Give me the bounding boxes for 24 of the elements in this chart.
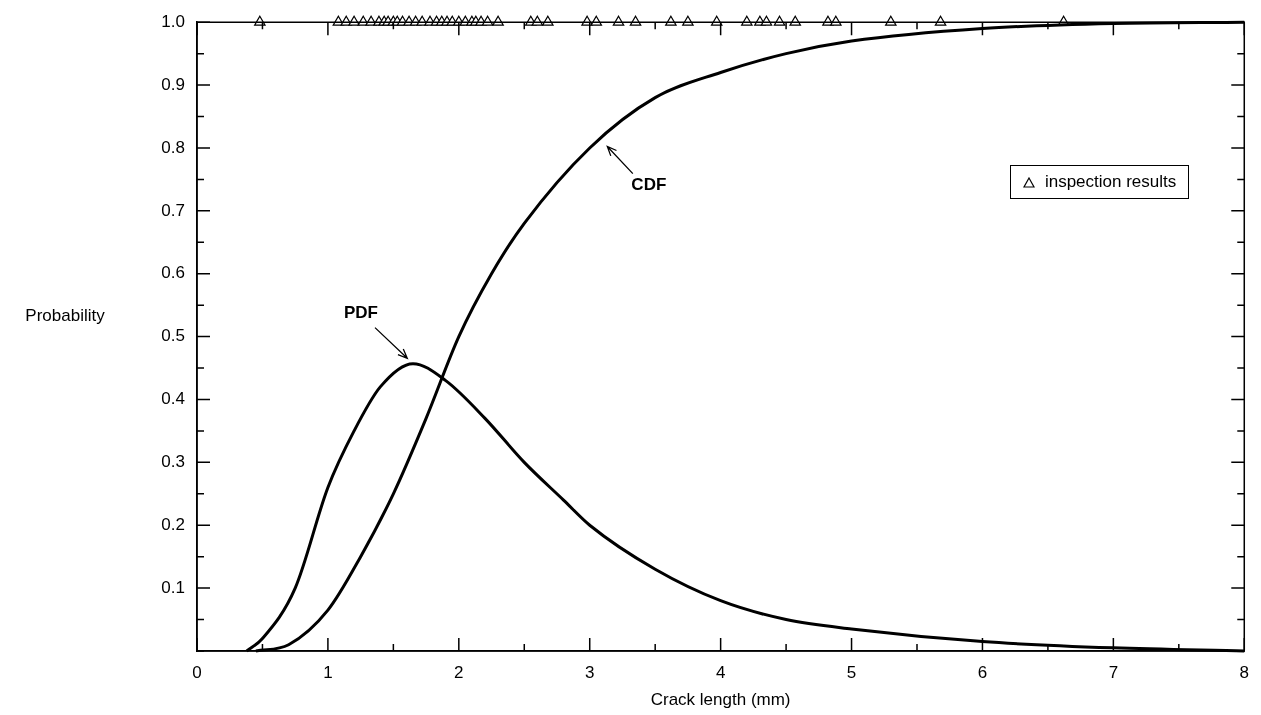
y-tick-label: 0.6	[161, 263, 185, 283]
x-tick-label: 2	[454, 662, 464, 682]
x-tick-label: 5	[846, 662, 857, 682]
y-tick-label: 0.9	[161, 74, 185, 94]
x-tick-label: 6	[977, 662, 988, 682]
y-tick-label: 0.5	[161, 326, 185, 346]
y-tick-label: 0.1	[161, 577, 185, 597]
y-tick-label: 0.3	[161, 452, 185, 472]
x-tick-label: 4	[715, 662, 726, 682]
y-tick-label: 0.4	[161, 389, 185, 409]
x-tick-label: 1	[323, 662, 333, 682]
annotation: CDF	[631, 175, 667, 195]
x-axis-title: Crack length (mm)	[650, 690, 791, 710]
y-tick-label: 0.7	[161, 200, 185, 220]
x-tick-label: 0	[192, 662, 202, 682]
y-tick-label: 0.2	[161, 514, 185, 534]
legend-label: inspection results	[1044, 172, 1177, 193]
annotation: PDF	[344, 303, 378, 323]
y-axis-title: Probability	[25, 306, 106, 326]
y-tick-label: 1.0	[161, 11, 185, 31]
x-tick-label: 7	[1108, 662, 1119, 682]
x-tick-label: 8	[1239, 662, 1250, 682]
x-tick-label: 3	[584, 662, 595, 682]
y-tick-label: 0.8	[161, 137, 185, 157]
